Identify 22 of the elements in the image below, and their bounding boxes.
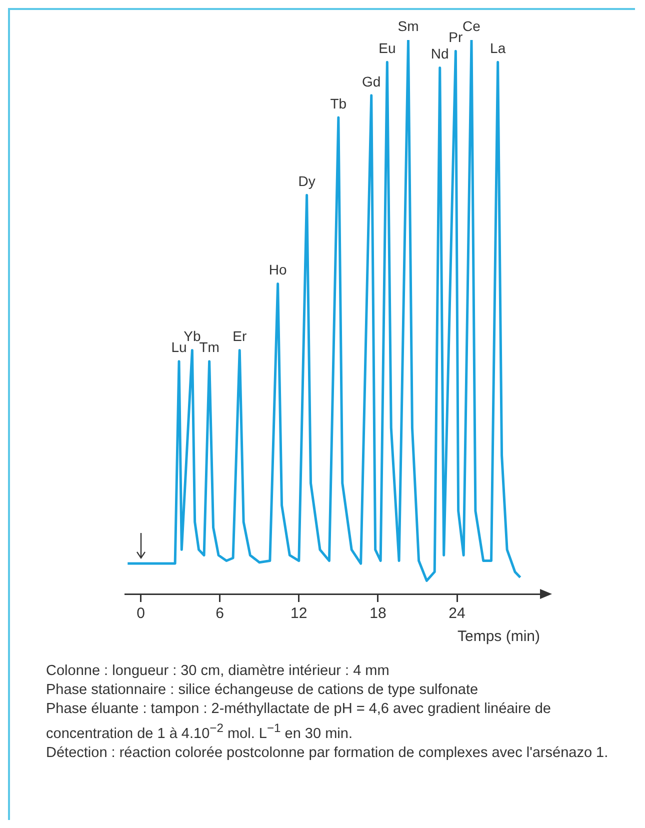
text: Phase éluante : tampon : 2-méthyllactate de pH = 4,6 avec gradient linéaire de concentration de 1 à 4.10$^{−2}$ mol. L$^{−1}$ en 30 min. [46,700,552,744]
x-tick-label: 12 [290,605,308,622]
annotation: Pr [448,28,464,45]
text: Phase stationnaire : silice échangeuse de cations de type sulfonate [46,681,480,700]
annotation: Ho [268,262,287,278]
annotation: Dy [298,172,316,189]
x-axis-title: Temps (min) [457,628,540,646]
x-tick-label: 18 [370,605,386,622]
annotation: Er [232,328,247,344]
annotation: Gd [362,73,381,90]
x-tick-label: 6 [216,605,224,622]
x-tick-label: 24 [448,605,466,622]
annotation: Eu [378,40,396,56]
x-tick-label: 0 [136,605,145,622]
annotation: Sm [398,18,419,34]
annotation: Ce [462,18,481,34]
annotation: Tb [330,95,347,112]
annotation: Tm [199,339,220,356]
text: Colonne : longueur : 30 cm, diamètre intérieur : 4 mm [46,662,390,681]
annotation: Nd [430,46,449,62]
annotation: La [490,40,506,56]
text: Détection : réaction colorée postcolonne par formation de complexes avec l'arsénazo 1. [46,744,610,763]
